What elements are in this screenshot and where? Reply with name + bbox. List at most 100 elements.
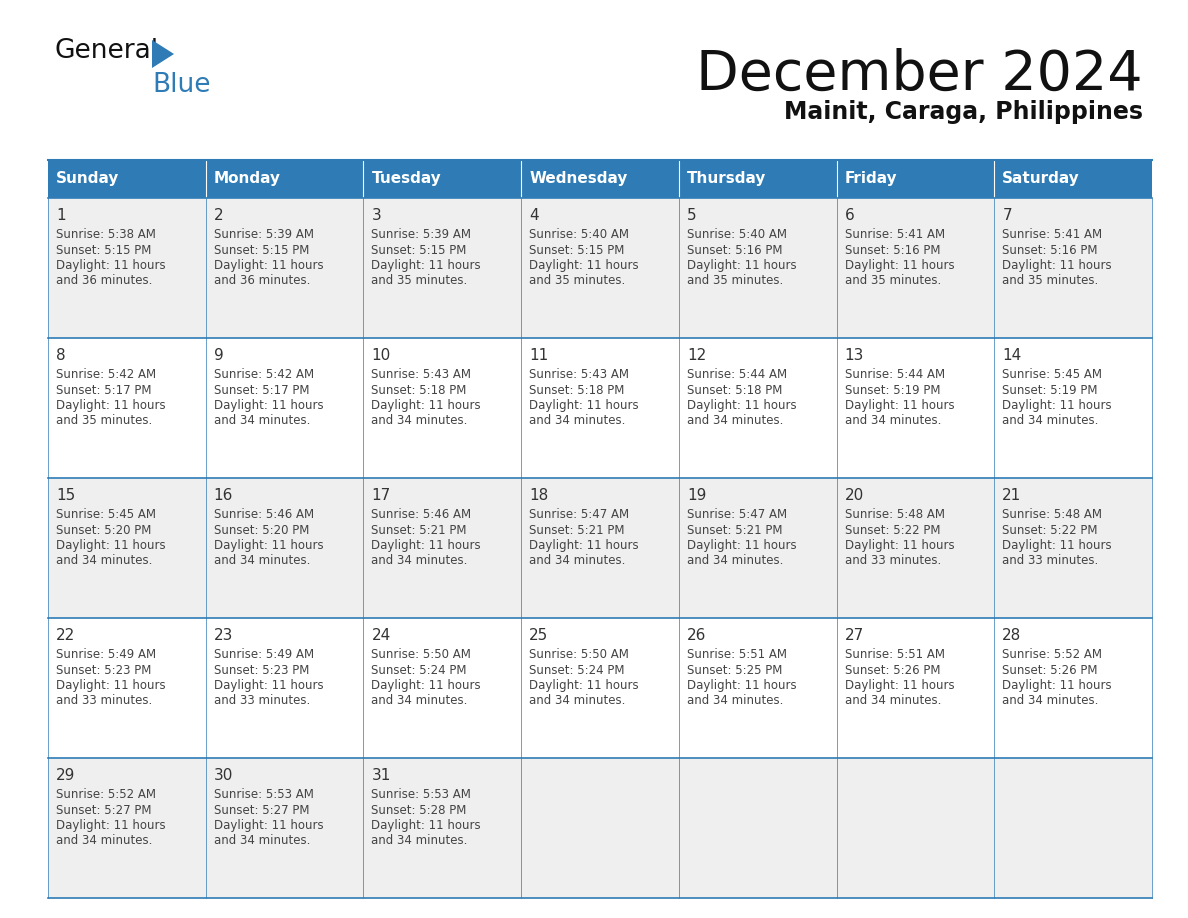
Text: Sunset: 5:16 PM: Sunset: 5:16 PM: [1003, 243, 1098, 256]
Text: 27: 27: [845, 628, 864, 643]
Bar: [206, 160, 364, 198]
Text: Sunrise: 5:43 AM: Sunrise: 5:43 AM: [529, 368, 630, 381]
Bar: [522, 338, 678, 478]
Text: Sunrise: 5:53 AM: Sunrise: 5:53 AM: [214, 788, 314, 801]
Text: Sunset: 5:24 PM: Sunset: 5:24 PM: [372, 664, 467, 677]
Text: Daylight: 11 hours: Daylight: 11 hours: [1003, 539, 1112, 552]
Text: 1: 1: [56, 208, 65, 223]
Text: and 34 minutes.: and 34 minutes.: [372, 554, 468, 567]
Text: 13: 13: [845, 348, 864, 363]
Text: Sunrise: 5:46 AM: Sunrise: 5:46 AM: [372, 508, 472, 521]
Text: Sunrise: 5:52 AM: Sunrise: 5:52 AM: [1003, 648, 1102, 661]
Text: Sunset: 5:15 PM: Sunset: 5:15 PM: [372, 243, 467, 256]
Text: Daylight: 11 hours: Daylight: 11 hours: [845, 399, 954, 412]
Text: 23: 23: [214, 628, 233, 643]
Text: 11: 11: [529, 348, 549, 363]
Text: and 35 minutes.: and 35 minutes.: [372, 274, 468, 287]
Text: 7: 7: [1003, 208, 1012, 223]
Text: Daylight: 11 hours: Daylight: 11 hours: [214, 399, 323, 412]
Bar: [364, 160, 522, 198]
Text: Sunrise: 5:45 AM: Sunrise: 5:45 AM: [56, 508, 156, 521]
Bar: [522, 478, 678, 618]
Text: Sunset: 5:20 PM: Sunset: 5:20 PM: [214, 523, 309, 536]
Text: Sunrise: 5:41 AM: Sunrise: 5:41 AM: [845, 228, 944, 241]
Text: and 34 minutes.: and 34 minutes.: [845, 415, 941, 428]
Text: and 34 minutes.: and 34 minutes.: [372, 415, 468, 428]
Text: Daylight: 11 hours: Daylight: 11 hours: [214, 539, 323, 552]
Bar: [48, 338, 1152, 478]
Text: and 34 minutes.: and 34 minutes.: [687, 554, 783, 567]
Text: 5: 5: [687, 208, 696, 223]
Text: Daylight: 11 hours: Daylight: 11 hours: [214, 819, 323, 832]
Text: and 34 minutes.: and 34 minutes.: [372, 834, 468, 847]
Bar: [206, 758, 364, 898]
Bar: [836, 198, 994, 338]
Bar: [48, 198, 206, 338]
Text: Sunset: 5:22 PM: Sunset: 5:22 PM: [1003, 523, 1098, 536]
Text: 3: 3: [372, 208, 381, 223]
Text: Daylight: 11 hours: Daylight: 11 hours: [372, 399, 481, 412]
Text: Mainit, Caraga, Philippines: Mainit, Caraga, Philippines: [784, 100, 1143, 124]
Text: Sunrise: 5:40 AM: Sunrise: 5:40 AM: [529, 228, 630, 241]
Text: Sunset: 5:26 PM: Sunset: 5:26 PM: [1003, 664, 1098, 677]
Text: Sunrise: 5:50 AM: Sunrise: 5:50 AM: [529, 648, 628, 661]
Text: 12: 12: [687, 348, 706, 363]
Text: Daylight: 11 hours: Daylight: 11 hours: [56, 679, 165, 692]
Bar: [522, 160, 678, 198]
Text: 10: 10: [372, 348, 391, 363]
Text: Sunset: 5:16 PM: Sunset: 5:16 PM: [687, 243, 783, 256]
Text: Sunrise: 5:52 AM: Sunrise: 5:52 AM: [56, 788, 156, 801]
Text: and 33 minutes.: and 33 minutes.: [845, 554, 941, 567]
Text: Sunrise: 5:48 AM: Sunrise: 5:48 AM: [1003, 508, 1102, 521]
Text: Daylight: 11 hours: Daylight: 11 hours: [56, 259, 165, 272]
Text: and 34 minutes.: and 34 minutes.: [529, 695, 626, 708]
Text: and 33 minutes.: and 33 minutes.: [56, 695, 152, 708]
Text: Monday: Monday: [214, 172, 280, 186]
Text: Sunset: 5:19 PM: Sunset: 5:19 PM: [845, 384, 940, 397]
Text: and 34 minutes.: and 34 minutes.: [529, 415, 626, 428]
Text: 18: 18: [529, 488, 549, 503]
Bar: [364, 338, 522, 478]
Text: and 34 minutes.: and 34 minutes.: [214, 554, 310, 567]
Text: and 34 minutes.: and 34 minutes.: [56, 834, 152, 847]
Text: Daylight: 11 hours: Daylight: 11 hours: [56, 539, 165, 552]
Text: and 33 minutes.: and 33 minutes.: [1003, 554, 1099, 567]
Bar: [48, 478, 206, 618]
Text: Sunrise: 5:44 AM: Sunrise: 5:44 AM: [845, 368, 944, 381]
Text: Sunrise: 5:39 AM: Sunrise: 5:39 AM: [214, 228, 314, 241]
Text: Sunset: 5:17 PM: Sunset: 5:17 PM: [56, 384, 152, 397]
Text: 8: 8: [56, 348, 65, 363]
Bar: [48, 338, 206, 478]
Text: and 35 minutes.: and 35 minutes.: [1003, 274, 1099, 287]
Text: Daylight: 11 hours: Daylight: 11 hours: [687, 399, 796, 412]
Text: and 34 minutes.: and 34 minutes.: [687, 415, 783, 428]
Bar: [522, 198, 678, 338]
Text: 16: 16: [214, 488, 233, 503]
Bar: [206, 618, 364, 758]
Text: 4: 4: [529, 208, 539, 223]
Text: Daylight: 11 hours: Daylight: 11 hours: [214, 259, 323, 272]
Text: Sunrise: 5:40 AM: Sunrise: 5:40 AM: [687, 228, 786, 241]
Text: 21: 21: [1003, 488, 1022, 503]
Bar: [48, 758, 206, 898]
Bar: [678, 198, 836, 338]
Text: 30: 30: [214, 768, 233, 783]
Text: 29: 29: [56, 768, 75, 783]
Text: 14: 14: [1003, 348, 1022, 363]
Bar: [678, 478, 836, 618]
Text: Friday: Friday: [845, 172, 897, 186]
Text: 15: 15: [56, 488, 75, 503]
Bar: [994, 618, 1152, 758]
Text: and 34 minutes.: and 34 minutes.: [687, 695, 783, 708]
Text: Daylight: 11 hours: Daylight: 11 hours: [529, 679, 639, 692]
Text: Sunset: 5:23 PM: Sunset: 5:23 PM: [214, 664, 309, 677]
Bar: [48, 618, 1152, 758]
Text: 24: 24: [372, 628, 391, 643]
Text: Wednesday: Wednesday: [529, 172, 627, 186]
Text: Sunset: 5:24 PM: Sunset: 5:24 PM: [529, 664, 625, 677]
Text: Sunrise: 5:49 AM: Sunrise: 5:49 AM: [214, 648, 314, 661]
Text: Sunset: 5:21 PM: Sunset: 5:21 PM: [529, 523, 625, 536]
Text: Sunset: 5:25 PM: Sunset: 5:25 PM: [687, 664, 782, 677]
Text: Sunrise: 5:53 AM: Sunrise: 5:53 AM: [372, 788, 472, 801]
Text: Daylight: 11 hours: Daylight: 11 hours: [372, 539, 481, 552]
